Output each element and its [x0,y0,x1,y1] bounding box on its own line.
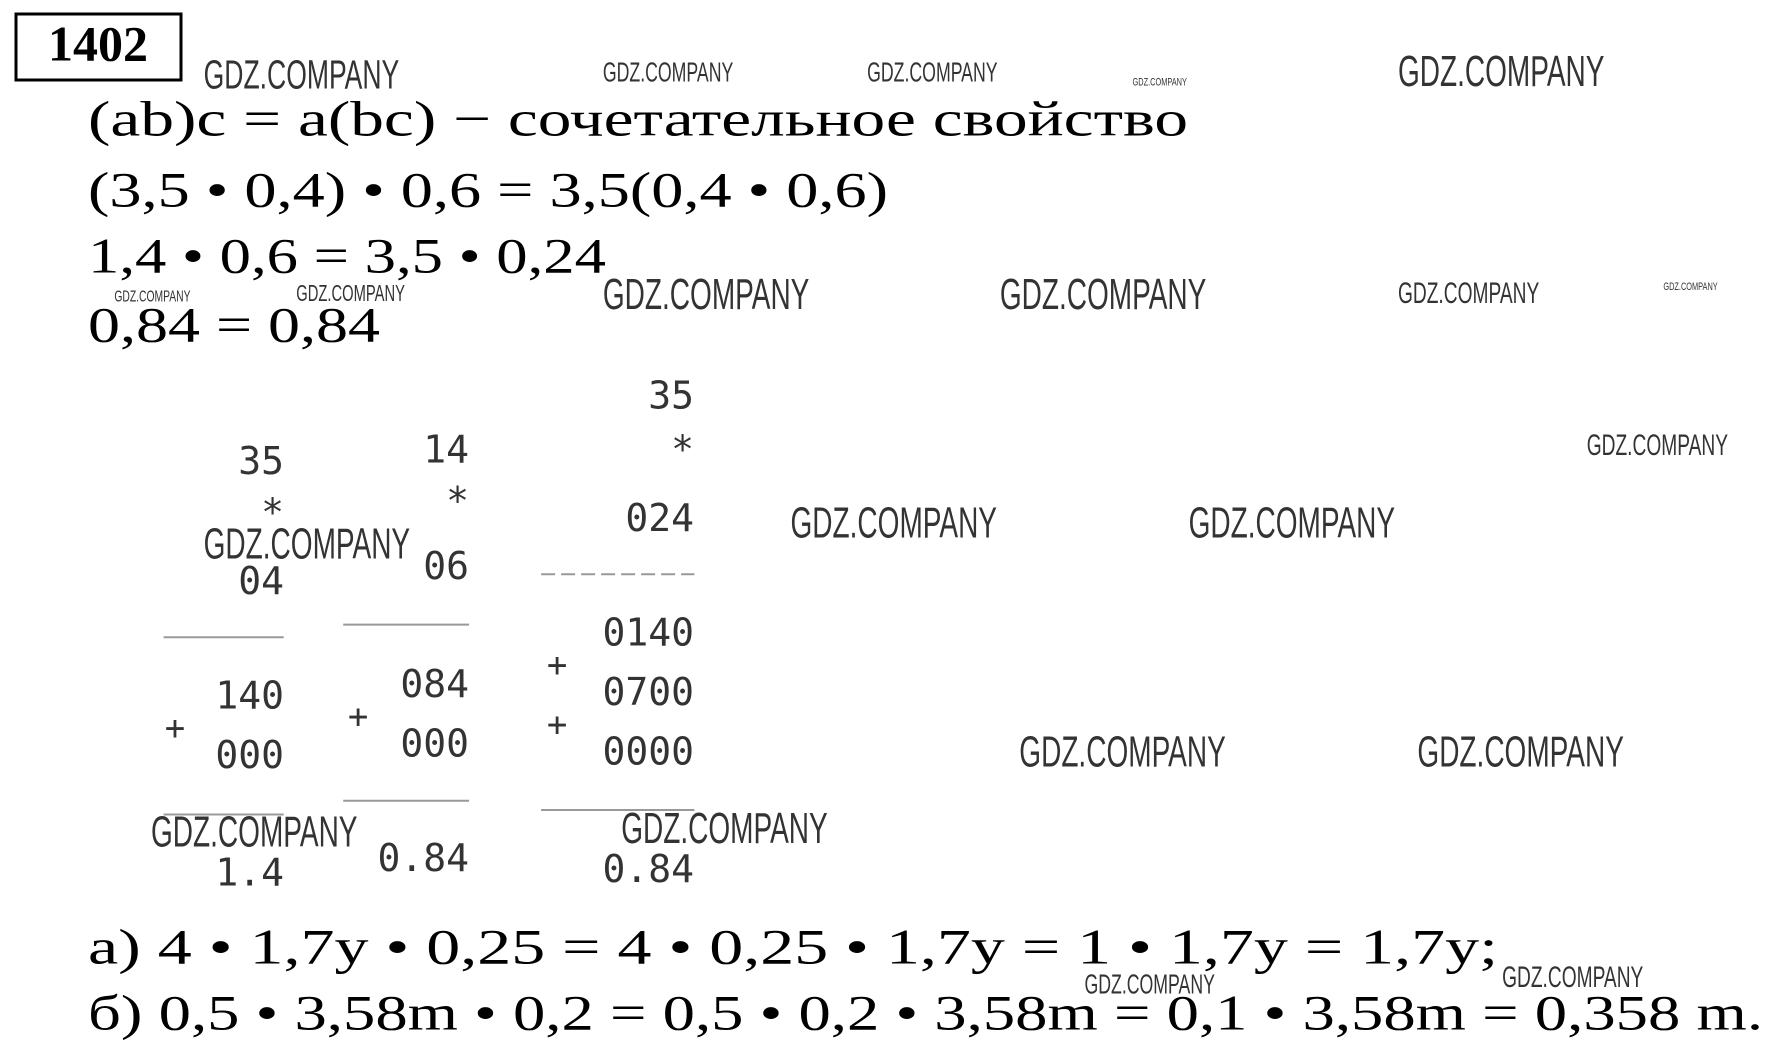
digit-row: 1.4 [215,851,284,895]
answer-line: а) 4 • 1,7y • 0,25 = 4 • 0,25 • 1,7y = 1… [88,918,1498,974]
watermark: GDZ.COMPANY [1189,500,1395,548]
problem-number: 1402 [48,15,148,71]
digit-row: 0140 [602,610,694,654]
watermark: GDZ.COMPANY [151,809,357,857]
digit-row: 084 [400,662,469,706]
watermark: GDZ.COMPANY [204,520,410,568]
digit-row: 024 [625,496,694,540]
digit-row: * [446,479,469,523]
watermark: GDZ.COMPANY [204,52,400,98]
equation-line: (3,5 • 0,4) • 0,6 = 3,5(0,4 • 0,6) [88,161,888,217]
watermark: GDZ.COMPANY [603,57,733,88]
watermark: GDZ.COMPANY [1502,961,1643,994]
equation-line: 0,84 = 0,84 [88,296,380,352]
watermark: GDZ.COMPANY [621,805,827,853]
watermark: GDZ.COMPANY [867,57,997,88]
digit-row: * [671,427,694,471]
watermark: GDZ.COMPANY [1398,48,1604,96]
plus-sign: + [165,708,185,748]
equation-line: (ab)c = a(bc) − сочетательное свойство [88,90,1188,146]
plus-sign: + [547,645,567,685]
digit-row: 35 [648,374,694,418]
watermark: GDZ.COMPANY [114,289,190,306]
watermark: GDZ.COMPANY [1019,729,1225,777]
digit-row: 0000 [602,729,694,773]
digit-row: 0.84 [602,847,694,891]
watermark: GDZ.COMPANY [1587,429,1728,462]
watermark: GDZ.COMPANY [1133,76,1188,88]
watermark: GDZ.COMPANY [603,271,809,319]
digit-row: 140 [215,673,284,717]
digit-row: * [261,490,284,534]
digit-row: 0.84 [377,836,469,880]
watermark: GDZ.COMPANY [296,280,405,306]
number-box [14,12,183,82]
watermark: GDZ.COMPANY [1663,281,1718,293]
digit-row: 04 [238,559,284,603]
watermark: GDZ.COMPANY [1000,271,1206,319]
digit-row: 000 [400,721,469,765]
digit-row: 14 [423,427,469,471]
watermark: GDZ.COMPANY [1085,968,1215,999]
digit-row: 0700 [602,670,694,714]
digit-row: 000 [215,733,284,777]
watermark: GDZ.COMPANY [1398,277,1539,310]
watermark: GDZ.COMPANY [1417,729,1623,777]
digit-row: 35 [238,439,284,483]
watermark: GDZ.COMPANY [791,500,997,548]
plus-sign: + [348,697,368,737]
equation-line: 1,4 • 0,6 = 3,5 • 0,24 [88,227,606,283]
digit-row: 06 [423,544,469,588]
answer-line: б) 0,5 • 3,58m • 0,2 = 0,5 • 0,2 • 3,58m… [88,984,1763,1040]
plus-sign: + [547,705,567,745]
